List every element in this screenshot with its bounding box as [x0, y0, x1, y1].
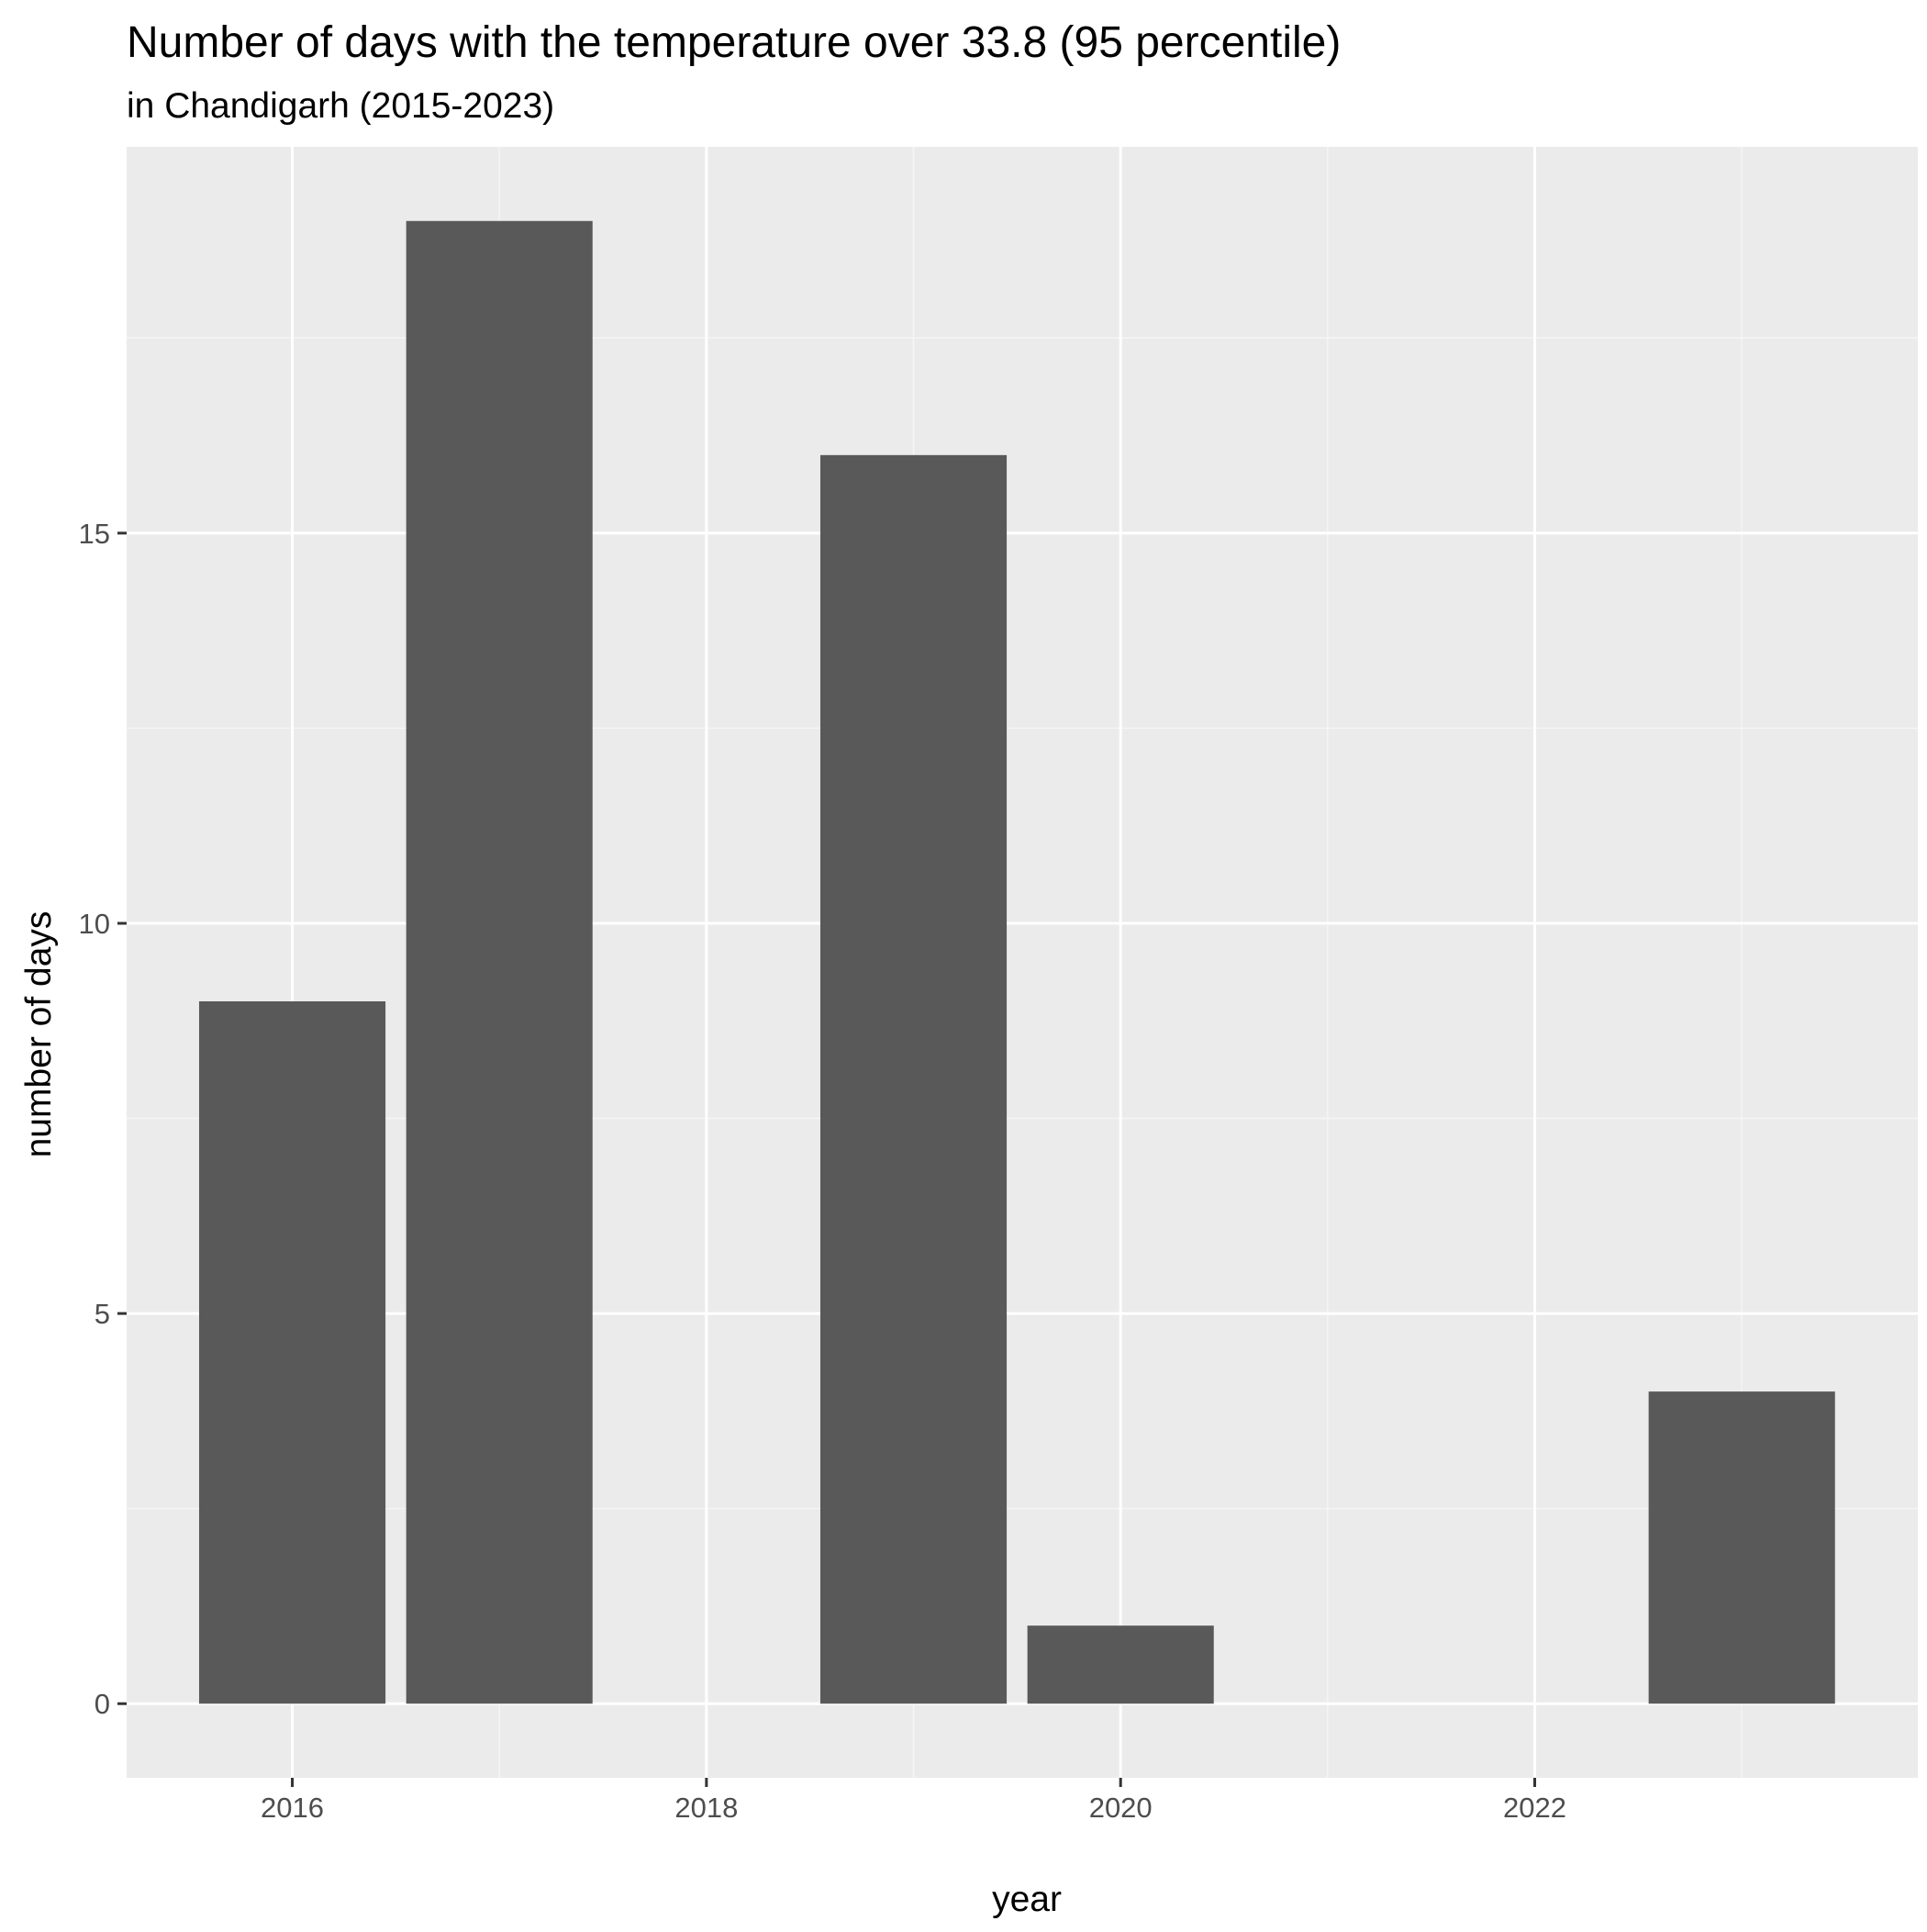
y-tick-label: 5 [95, 1298, 110, 1330]
bar-2023 [1648, 1391, 1835, 1704]
bar-2017 [406, 220, 593, 1704]
x-tick-label: 2016 [261, 1792, 324, 1824]
chart-subtitle: in Chandigarh (2015-2023) [127, 86, 554, 126]
chart-title: Number of days with the temperature over… [127, 18, 1341, 67]
x-tick-label: 2022 [1503, 1792, 1566, 1824]
y-tick-label: 0 [95, 1688, 110, 1720]
bar-2016 [198, 1001, 386, 1704]
x-tick-label: 2018 [674, 1792, 738, 1824]
bar-2020 [1027, 1625, 1214, 1704]
y-tick-label: 15 [79, 518, 110, 550]
y-axis-title: number of days [19, 911, 59, 1158]
plot-area: 2016 2018 2020 2022 0 5 10 15 [79, 147, 1918, 1824]
bar-2019 [819, 454, 1008, 1704]
x-tick-label: 2020 [1089, 1792, 1153, 1824]
x-axis-title: year [992, 1880, 1062, 1919]
y-tick-label: 10 [79, 908, 110, 940]
